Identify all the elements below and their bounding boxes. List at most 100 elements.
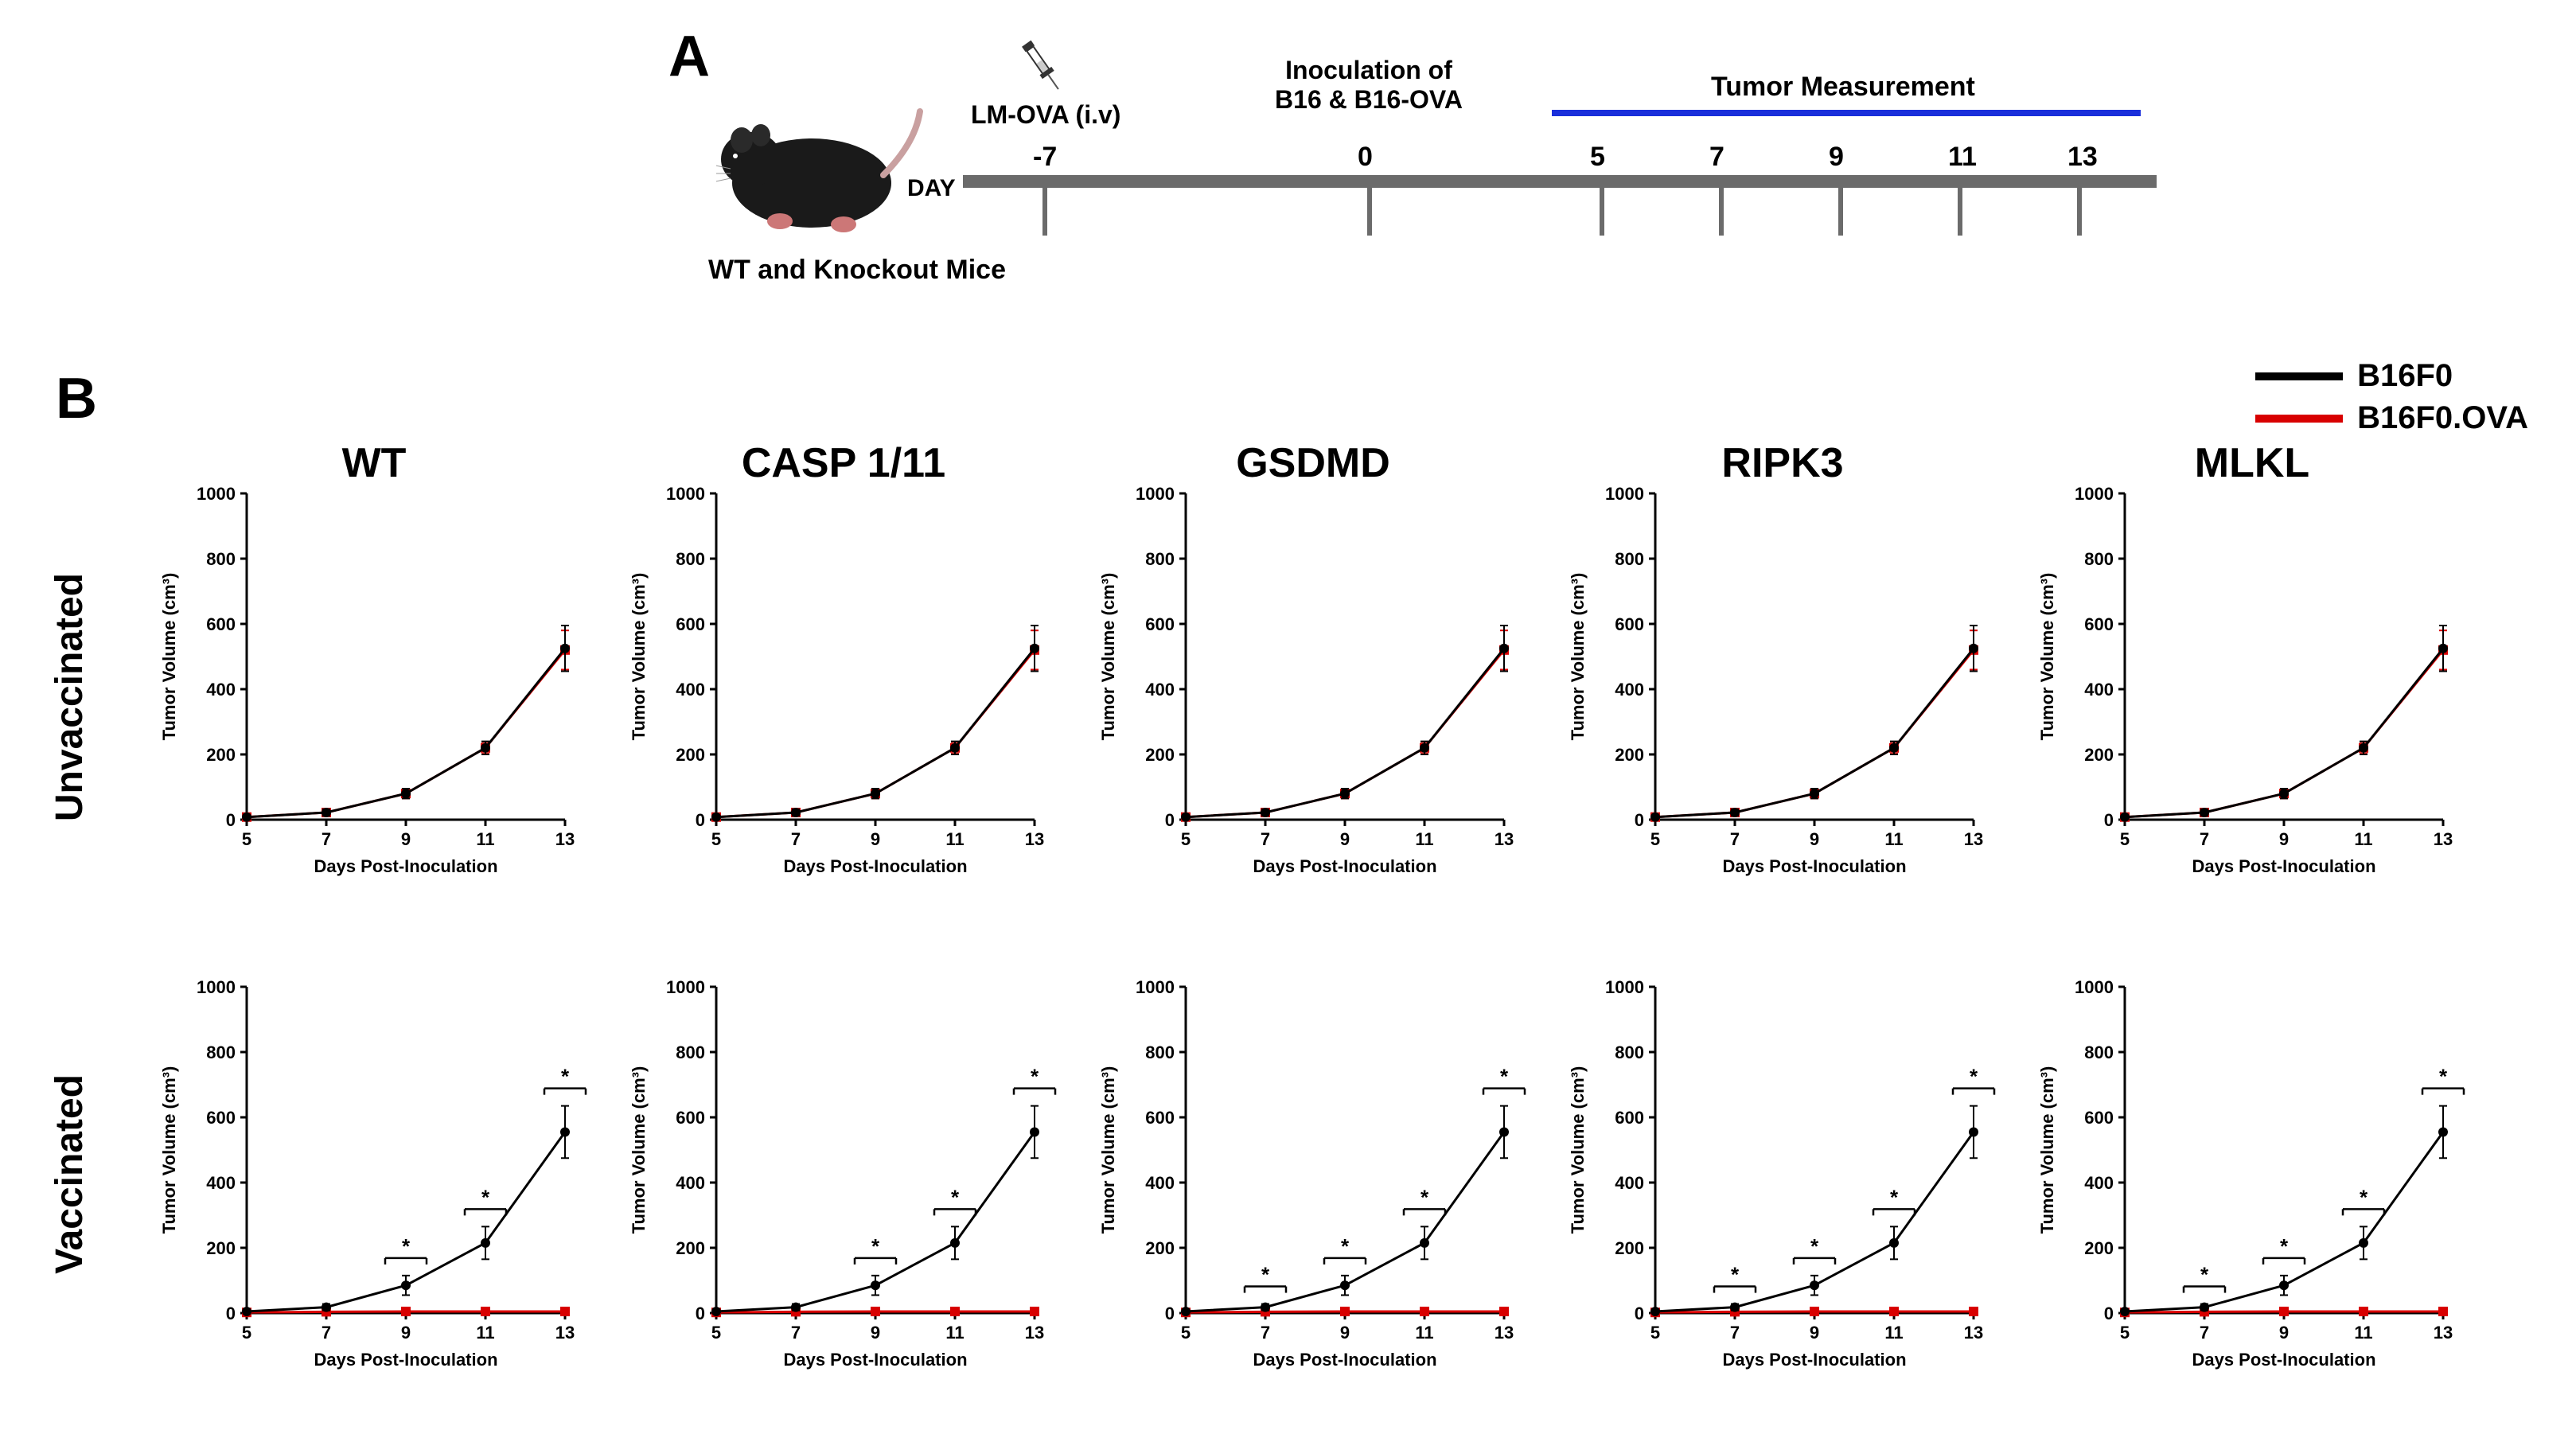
svg-text:*: * — [2280, 1234, 2289, 1258]
svg-text:13: 13 — [555, 829, 575, 849]
timeline-tick-label: 7 — [1709, 142, 1724, 173]
svg-text:*: * — [481, 1185, 490, 1209]
chart-svg: 02004006008001000 5791113 Tumor Volume (… — [2029, 462, 2475, 907]
svg-text:0: 0 — [1165, 810, 1175, 830]
svg-text:*: * — [2439, 1065, 2448, 1089]
chart-unvaccinated-gsdmd: GSDMD 02004006008001000 5791113 Tumor Vo… — [1090, 462, 1536, 907]
day-label: DAY — [907, 175, 956, 202]
chart-unvaccinated-ripk3: RIPK3 02004006008001000 5791113 Tumor Vo… — [1560, 462, 2005, 907]
mouse-illustration — [716, 80, 923, 239]
svg-text:11: 11 — [1415, 1323, 1433, 1343]
svg-text:*: * — [1421, 1185, 1429, 1209]
svg-text:400: 400 — [1145, 680, 1175, 700]
svg-text:Tumor Volume (cm³): Tumor Volume (cm³) — [2037, 1066, 2057, 1234]
row-label-unvaccinated: Unvaccinated — [48, 573, 92, 821]
svg-text:600: 600 — [676, 1108, 705, 1128]
svg-text:600: 600 — [676, 614, 705, 634]
svg-text:600: 600 — [206, 614, 236, 634]
svg-text:*: * — [871, 1234, 880, 1258]
syringe-icon — [1015, 32, 1071, 107]
svg-text:*: * — [561, 1065, 570, 1089]
svg-text:13: 13 — [1025, 829, 1044, 849]
svg-text:11: 11 — [1415, 829, 1433, 849]
svg-text:400: 400 — [206, 680, 236, 700]
column-title: RIPK3 — [1560, 439, 2005, 487]
svg-text:13: 13 — [1964, 1323, 1983, 1343]
svg-text:400: 400 — [676, 1173, 705, 1193]
timeline-tick — [1838, 188, 1843, 236]
svg-text:200: 200 — [1615, 745, 1644, 765]
svg-text:Days Post-Inoculation: Days Post-Inoculation — [314, 1350, 497, 1370]
svg-text:*: * — [1731, 1263, 1740, 1287]
panel-b-label: B — [56, 366, 97, 431]
svg-text:7: 7 — [1261, 829, 1270, 849]
svg-text:0: 0 — [2104, 1304, 2114, 1323]
chart-svg: 02004006008001000 5791113 *** Tumor Volu… — [151, 955, 597, 1401]
svg-text:9: 9 — [401, 829, 411, 849]
timeline-tick — [1719, 188, 1724, 236]
legend-swatch-b16f0 — [2255, 372, 2343, 380]
svg-text:400: 400 — [1145, 1173, 1175, 1193]
chart-grid: WT 02004006008001000 5791113 Tumor Volum… — [151, 462, 2475, 1401]
svg-text:800: 800 — [206, 1043, 236, 1062]
row-label-vaccinated: Vaccinated — [48, 1074, 92, 1274]
chart-unvaccinated-wt: WT 02004006008001000 5791113 Tumor Volum… — [151, 462, 597, 907]
timeline-tick-label: 13 — [2067, 142, 2098, 173]
svg-text:Days Post-Inoculation: Days Post-Inoculation — [2192, 856, 2375, 876]
svg-text:9: 9 — [1340, 1323, 1350, 1343]
svg-text:200: 200 — [206, 1238, 236, 1258]
svg-text:800: 800 — [2084, 1043, 2114, 1062]
chart-svg: 02004006008001000 5791113 **** Tumor Vol… — [2029, 955, 2475, 1401]
svg-text:*: * — [1890, 1185, 1899, 1209]
svg-text:11: 11 — [476, 1323, 494, 1343]
svg-text:0: 0 — [1635, 810, 1644, 830]
timeline-tick-label: 5 — [1590, 142, 1605, 173]
svg-text:13: 13 — [2434, 1323, 2453, 1343]
svg-text:400: 400 — [206, 1173, 236, 1193]
svg-text:13: 13 — [1495, 829, 1514, 849]
svg-text:7: 7 — [1730, 1323, 1740, 1343]
svg-text:*: * — [1970, 1065, 1978, 1089]
svg-text:800: 800 — [1615, 549, 1644, 569]
chart-vaccinated-gsdmd: 02004006008001000 5791113 **** Tumor Vol… — [1090, 955, 1536, 1401]
chart-svg: 02004006008001000 5791113 Tumor Volume (… — [151, 462, 597, 907]
svg-text:11: 11 — [2354, 829, 2372, 849]
svg-text:9: 9 — [871, 829, 880, 849]
svg-text:13: 13 — [1025, 1323, 1044, 1343]
chart-vaccinated-ripk3: 02004006008001000 5791113 **** Tumor Vol… — [1560, 955, 2005, 1401]
mouse-caption: WT and Knockout Mice — [708, 255, 1006, 286]
svg-text:Tumor Volume (cm³): Tumor Volume (cm³) — [1568, 1066, 1588, 1234]
svg-text:600: 600 — [1615, 1108, 1644, 1128]
svg-text:200: 200 — [676, 745, 705, 765]
tumor-measurement-label: Tumor Measurement — [1711, 72, 1975, 103]
svg-text:7: 7 — [791, 1323, 801, 1343]
svg-text:800: 800 — [1145, 549, 1175, 569]
svg-text:Tumor Volume (cm³): Tumor Volume (cm³) — [629, 573, 649, 741]
timeline-tick — [1042, 188, 1047, 236]
chart-svg: 02004006008001000 5791113 Tumor Volume (… — [1560, 462, 2005, 907]
svg-text:Days Post-Inoculation: Days Post-Inoculation — [1253, 1350, 1436, 1370]
svg-text:5: 5 — [1650, 829, 1660, 849]
chart-svg: 02004006008001000 5791113 Tumor Volume (… — [621, 462, 1066, 907]
legend-item-b16f0-ova: B16F0.OVA — [2255, 400, 2528, 436]
svg-text:600: 600 — [1145, 614, 1175, 634]
svg-text:200: 200 — [2084, 745, 2114, 765]
svg-text:200: 200 — [1145, 1238, 1175, 1258]
timeline-tick-label: 11 — [1948, 142, 1977, 173]
svg-text:5: 5 — [1181, 829, 1191, 849]
svg-text:13: 13 — [555, 1323, 575, 1343]
svg-text:0: 0 — [226, 810, 236, 830]
svg-text:7: 7 — [322, 829, 331, 849]
svg-text:Tumor Volume (cm³): Tumor Volume (cm³) — [159, 1066, 179, 1234]
svg-text:7: 7 — [2200, 829, 2209, 849]
legend-item-b16f0: B16F0 — [2255, 358, 2528, 394]
svg-text:7: 7 — [791, 829, 801, 849]
svg-text:5: 5 — [242, 1323, 251, 1343]
column-title: GSDMD — [1090, 439, 1536, 487]
chart-vaccinated-wt: 02004006008001000 5791113 *** Tumor Volu… — [151, 955, 597, 1401]
svg-text:Tumor Volume (cm³): Tumor Volume (cm³) — [2037, 573, 2057, 741]
svg-text:*: * — [2360, 1185, 2368, 1209]
panel-a-label: A — [668, 24, 710, 89]
svg-text:11: 11 — [476, 829, 494, 849]
chart-svg: 02004006008001000 5791113 **** Tumor Vol… — [1090, 955, 1536, 1401]
